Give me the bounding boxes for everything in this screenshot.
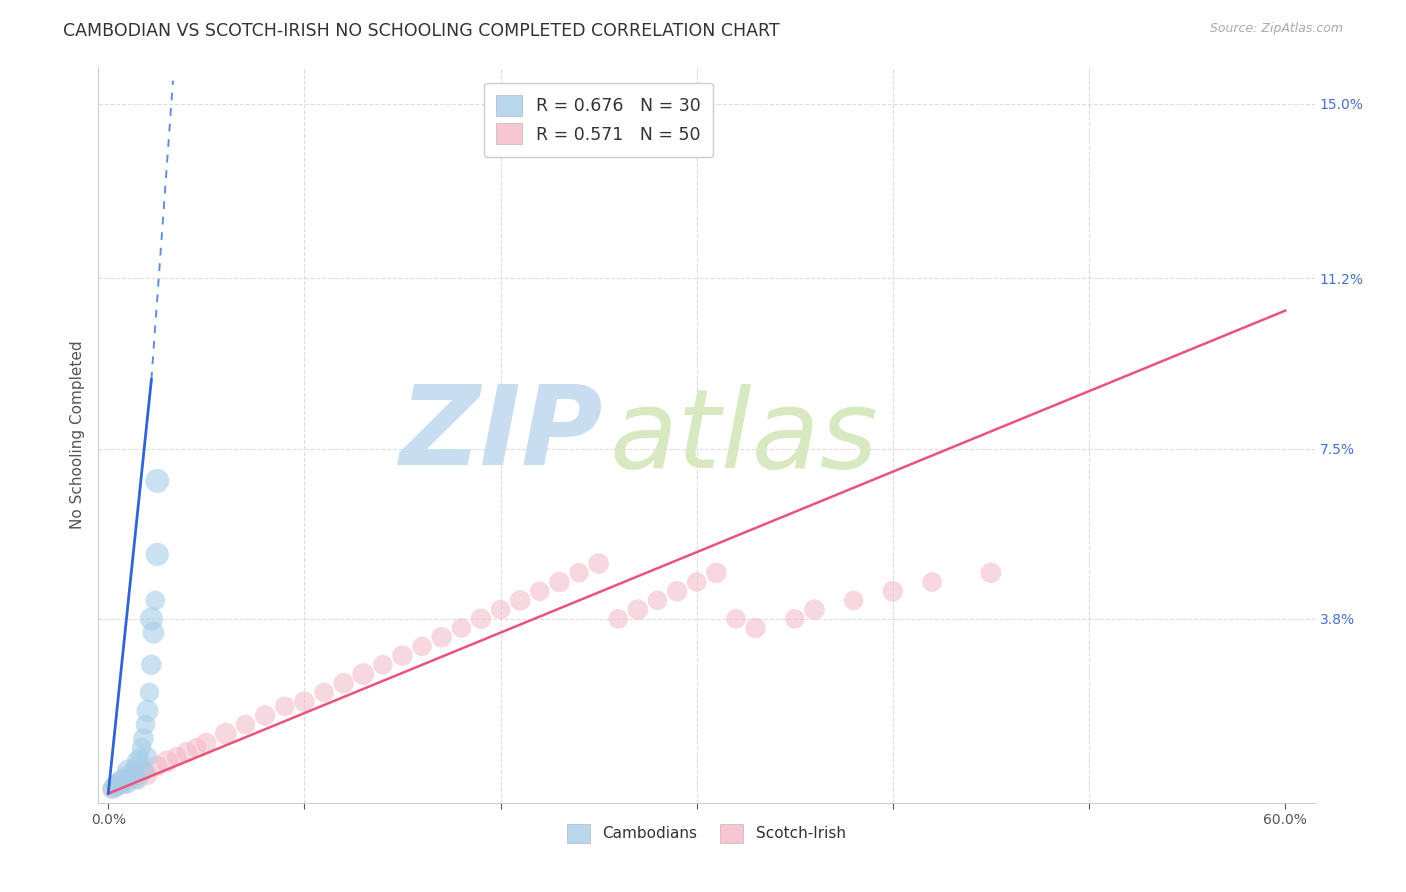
Point [118,772,141,787]
Point [143,593,166,607]
Point [235,717,257,731]
Point [132,764,155,778]
Point [254,708,277,723]
Point [588,557,610,571]
Point [134,717,156,731]
Point [352,667,374,681]
Text: Source: ZipAtlas.com: Source: ZipAtlas.com [1209,22,1343,36]
Point [783,612,806,626]
Point [704,566,727,580]
Point [121,768,143,782]
Point [127,772,149,787]
Point [121,768,143,782]
Point [112,777,135,791]
Point [141,657,163,672]
Point [430,630,453,644]
Point [146,759,169,773]
Point [125,759,148,773]
Point [125,772,148,787]
Point [117,764,139,778]
Point [666,584,689,599]
Point [186,740,208,755]
Point [332,676,354,690]
Point [105,782,128,797]
Point [107,777,129,791]
Point [470,612,492,626]
Point [647,593,669,607]
Point [842,593,865,607]
Point [921,574,943,589]
Point [146,474,169,488]
Point [686,574,709,589]
Point [391,648,413,663]
Point [136,704,159,718]
Point [138,685,160,699]
Point [215,727,238,741]
Point [131,740,153,755]
Point [607,612,630,626]
Point [803,602,825,616]
Point [509,593,531,607]
Point [132,764,155,778]
Point [195,736,218,750]
Point [882,584,904,599]
Point [127,755,149,769]
Point [101,782,124,797]
Point [128,768,150,782]
Point [108,772,131,787]
Point [529,584,551,599]
Point [312,685,335,699]
Point [568,566,591,580]
Point [176,745,198,759]
Point [117,772,139,787]
Text: ZIP: ZIP [399,382,603,488]
Point [980,566,1002,580]
Point [101,782,124,797]
Point [627,602,650,616]
Point [166,749,188,764]
Point [117,777,139,791]
Point [548,574,571,589]
Point [146,548,169,562]
Point [111,777,134,791]
Point [371,657,394,672]
Point [108,772,131,787]
Point [411,640,433,654]
Point [141,612,163,626]
Point [292,695,315,709]
Text: atlas: atlas [609,384,877,491]
Point [450,621,472,635]
Point [132,731,155,746]
Point [142,625,165,640]
Text: CAMBODIAN VS SCOTCH-IRISH NO SCHOOLING COMPLETED CORRELATION CHART: CAMBODIAN VS SCOTCH-IRISH NO SCHOOLING C… [63,22,780,40]
Point [489,602,512,616]
Point [105,777,128,791]
Point [128,749,150,764]
Point [744,621,766,635]
Y-axis label: No Schooling Completed: No Schooling Completed [69,341,84,529]
Point [115,768,138,782]
Point [112,772,135,787]
Point [122,764,145,778]
Point [136,749,159,764]
Point [724,612,747,626]
Point [136,768,159,782]
Legend: Cambodians, Scotch-Irish: Cambodians, Scotch-Irish [560,816,853,850]
Point [274,699,297,714]
Point [103,777,125,791]
Point [156,755,179,769]
